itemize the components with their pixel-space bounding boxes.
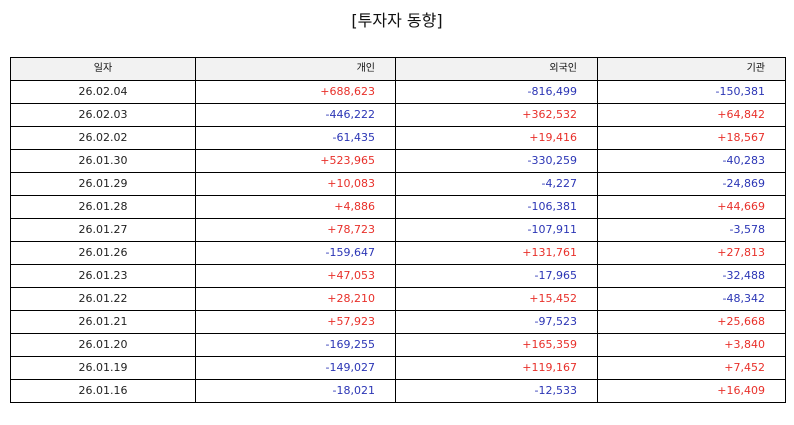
cell-individual: +28,210 xyxy=(195,287,396,311)
cell-date: 26.01.29 xyxy=(10,172,196,196)
cell-individual: +688,623 xyxy=(195,80,396,104)
column-header-date: 일자 xyxy=(10,57,196,81)
cell-foreign: -107,911 xyxy=(395,218,598,242)
table-row: 26.01.27 +78,723 -107,911 -3,578 xyxy=(10,218,786,242)
cell-date: 26.01.30 xyxy=(10,149,196,173)
table-header-row: 일자 개인 외국인 기관 xyxy=(10,57,786,81)
cell-date: 26.01.26 xyxy=(10,241,196,265)
cell-individual: +523,965 xyxy=(195,149,396,173)
cell-foreign: -12,533 xyxy=(395,379,598,403)
column-header-individual: 개인 xyxy=(195,57,396,81)
cell-date: 26.01.21 xyxy=(10,310,196,334)
cell-date: 26.01.23 xyxy=(10,264,196,288)
table-row: 26.02.03 -446,222 +362,532 +64,842 xyxy=(10,103,786,127)
table-row: 26.01.16 -18,021 -12,533 +16,409 xyxy=(10,379,786,403)
table-body: 26.02.04 +688,623 -816,499 -150,381 26.02.03… xyxy=(10,80,786,403)
cell-institution: +64,842 xyxy=(597,103,786,127)
cell-institution: -24,869 xyxy=(597,172,786,196)
cell-institution: +7,452 xyxy=(597,356,786,380)
cell-institution: -40,283 xyxy=(597,149,786,173)
table-row: 26.01.19 -149,027 +119,167 +7,452 xyxy=(10,356,786,380)
table-row: 26.01.30 +523,965 -330,259 -40,283 xyxy=(10,149,786,173)
table-row: 26.01.26 -159,647 +131,761 +27,813 xyxy=(10,241,786,265)
cell-foreign: -17,965 xyxy=(395,264,598,288)
cell-institution: +16,409 xyxy=(597,379,786,403)
cell-foreign: -816,499 xyxy=(395,80,598,104)
cell-date: 26.02.04 xyxy=(10,80,196,104)
cell-date: 26.02.02 xyxy=(10,126,196,150)
table-row: 26.01.22 +28,210 +15,452 -48,342 xyxy=(10,287,786,311)
cell-date: 26.01.16 xyxy=(10,379,196,403)
cell-date: 26.01.20 xyxy=(10,333,196,357)
cell-institution: -32,488 xyxy=(597,264,786,288)
cell-foreign: -97,523 xyxy=(395,310,598,334)
cell-foreign: +362,532 xyxy=(395,103,598,127)
cell-individual: -61,435 xyxy=(195,126,396,150)
cell-foreign: +131,761 xyxy=(395,241,598,265)
table-row: 26.02.04 +688,623 -816,499 -150,381 xyxy=(10,80,786,104)
cell-institution: -48,342 xyxy=(597,287,786,311)
cell-date: 26.01.27 xyxy=(10,218,196,242)
cell-individual: +47,053 xyxy=(195,264,396,288)
cell-institution: -3,578 xyxy=(597,218,786,242)
table-row: 26.02.02 -61,435 +19,416 +18,567 xyxy=(10,126,786,150)
cell-date: 26.01.22 xyxy=(10,287,196,311)
cell-individual: -169,255 xyxy=(195,333,396,357)
cell-individual: +4,886 xyxy=(195,195,396,219)
cell-individual: +78,723 xyxy=(195,218,396,242)
table-row: 26.01.21 +57,923 -97,523 +25,668 xyxy=(10,310,786,334)
cell-institution: +3,840 xyxy=(597,333,786,357)
cell-individual: -446,222 xyxy=(195,103,396,127)
column-header-institution: 기관 xyxy=(597,57,786,81)
cell-institution: +25,668 xyxy=(597,310,786,334)
page-title: [투자자 동향] xyxy=(351,11,443,30)
cell-institution: -150,381 xyxy=(597,80,786,104)
cell-date: 26.01.28 xyxy=(10,195,196,219)
investor-trend-table: 일자 개인 외국인 기관 26.02.04 +688,623 -816,499 -15… xyxy=(10,57,786,403)
cell-foreign: +19,416 xyxy=(395,126,598,150)
cell-individual: -159,647 xyxy=(195,241,396,265)
cell-foreign: -4,227 xyxy=(395,172,598,196)
cell-institution: +18,567 xyxy=(597,126,786,150)
cell-individual: -18,021 xyxy=(195,379,396,403)
cell-date: 26.02.03 xyxy=(10,103,196,127)
cell-date: 26.01.19 xyxy=(10,356,196,380)
cell-foreign: -330,259 xyxy=(395,149,598,173)
table-row: 26.01.28 +4,886 -106,381 +44,669 xyxy=(10,195,786,219)
column-header-foreign: 외국인 xyxy=(395,57,598,81)
cell-foreign: -106,381 xyxy=(395,195,598,219)
table-row: 26.01.29 +10,083 -4,227 -24,869 xyxy=(10,172,786,196)
cell-foreign: +119,167 xyxy=(395,356,598,380)
table-row: 26.01.20 -169,255 +165,359 +3,840 xyxy=(10,333,786,357)
table-row: 26.01.23 +47,053 -17,965 -32,488 xyxy=(10,264,786,288)
cell-institution: +27,813 xyxy=(597,241,786,265)
cell-foreign: +15,452 xyxy=(395,287,598,311)
cell-foreign: +165,359 xyxy=(395,333,598,357)
cell-individual: +10,083 xyxy=(195,172,396,196)
cell-individual: -149,027 xyxy=(195,356,396,380)
cell-individual: +57,923 xyxy=(195,310,396,334)
cell-institution: +44,669 xyxy=(597,195,786,219)
